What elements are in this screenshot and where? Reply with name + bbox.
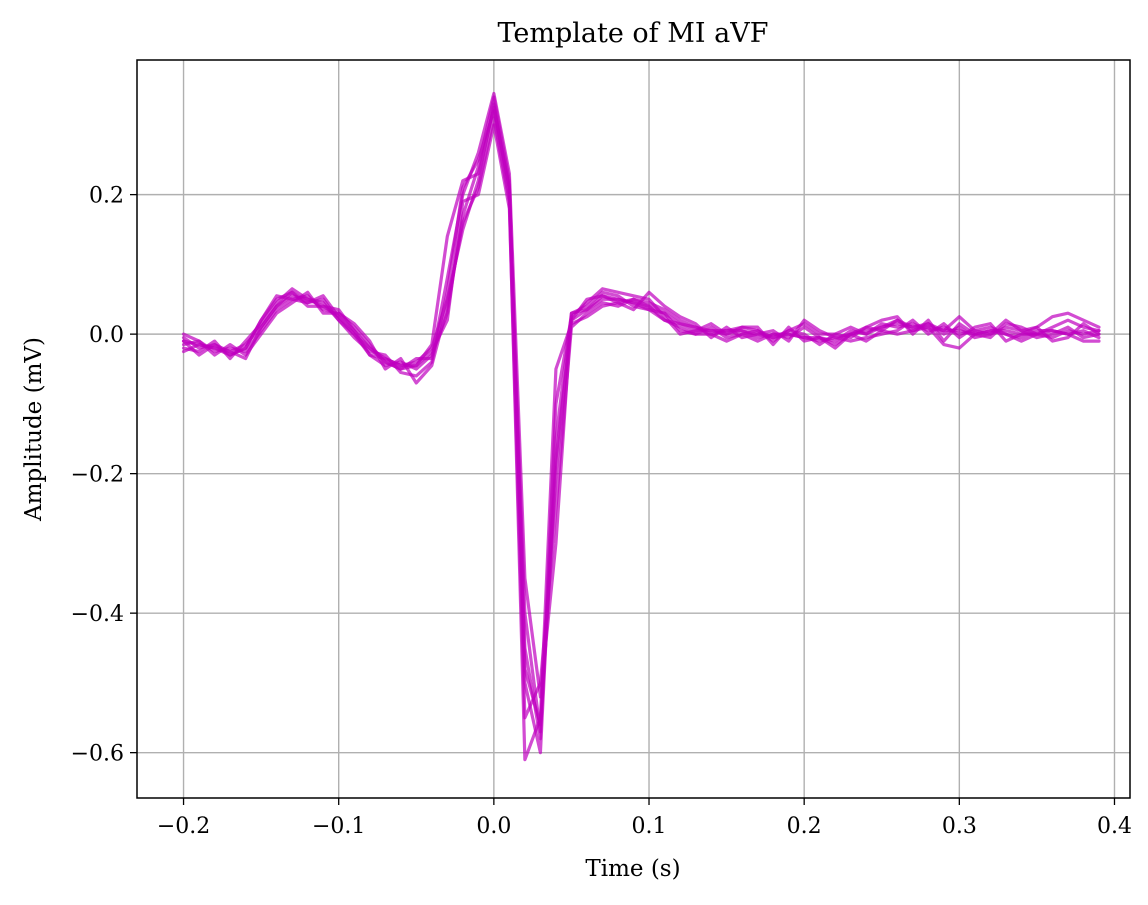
grid: [137, 60, 1130, 798]
series-layer: [181, 91, 1101, 762]
y-tick-label: 0.2: [89, 184, 124, 209]
x-tick-label: 0.1: [632, 814, 667, 839]
series-line-6: [181, 91, 1101, 699]
x-tick-label: 0.0: [476, 814, 511, 839]
y-tick-label: −0.4: [71, 602, 124, 627]
y-tick-label: −0.2: [71, 463, 124, 488]
series-line-4: [181, 109, 1101, 741]
x-tick-label: −0.1: [312, 814, 365, 839]
series-line-7: [181, 105, 1101, 727]
y-axis-label: Amplitude (mV): [21, 337, 47, 522]
x-tick-label: 0.3: [942, 814, 977, 839]
y-tick-label: 0.0: [89, 323, 124, 348]
x-axis-label: Time (s): [585, 856, 680, 882]
x-tick-label: −0.2: [157, 814, 210, 839]
plot-frame: [136, 59, 1131, 799]
x-tick-label: 0.2: [787, 814, 822, 839]
ticks: −0.2 −0.1 0.0 0.1 0.2 0.3 0.4 0.2 0.0 −0.2 −0.4 −0.…: [71, 184, 1132, 839]
y-tick-label: −0.6: [71, 742, 124, 767]
x-tick-label: 0.4: [1097, 814, 1132, 839]
chart-title: Template of MI aVF: [498, 18, 769, 49]
